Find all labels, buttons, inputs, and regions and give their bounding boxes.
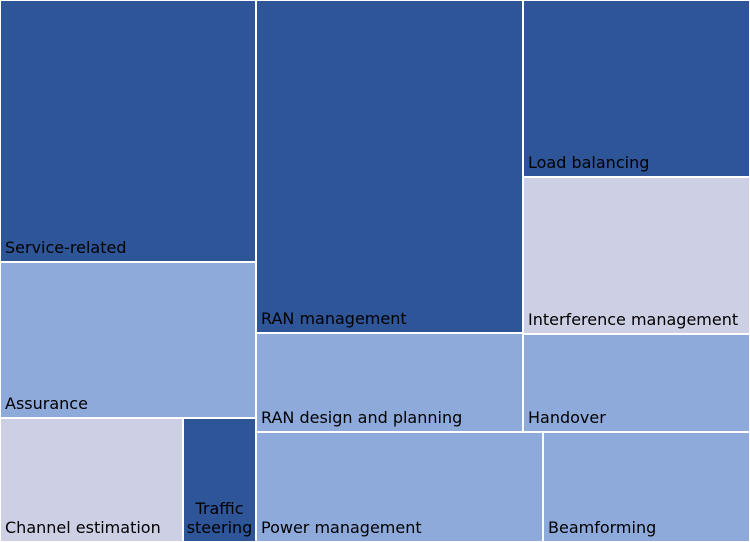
tile-traffic-steering: Traffic steering <box>183 418 256 542</box>
tile-label: Traffic steering <box>186 499 253 537</box>
tile-label: Beamforming <box>548 518 657 537</box>
tile-label: RAN management <box>261 309 407 328</box>
tile-handover: Handover <box>523 334 750 432</box>
tile-label: Assurance <box>5 394 88 413</box>
tile-interference-management: Interference management <box>523 177 750 334</box>
tile-beamforming: Beamforming <box>543 432 750 542</box>
tile-power-management: Power management <box>256 432 543 542</box>
tile-label: Handover <box>528 408 606 427</box>
tile-label: Service-related <box>5 238 127 257</box>
tile-ran-management: RAN management <box>256 0 523 333</box>
tile-assurance: Assurance <box>0 262 256 418</box>
tile-load-balancing: Load balancing <box>523 0 750 177</box>
tile-label: Interference management <box>528 310 739 329</box>
tile-service-related: Service-related <box>0 0 256 262</box>
tile-label: Load balancing <box>528 153 650 172</box>
tile-ran-design-and-planning: RAN design and planning <box>256 333 523 432</box>
tile-label: Channel estimation <box>5 518 161 537</box>
tile-label: RAN design and planning <box>261 408 463 427</box>
tile-channel-estimation: Channel estimation <box>0 418 183 542</box>
tile-label: Power management <box>261 518 422 537</box>
